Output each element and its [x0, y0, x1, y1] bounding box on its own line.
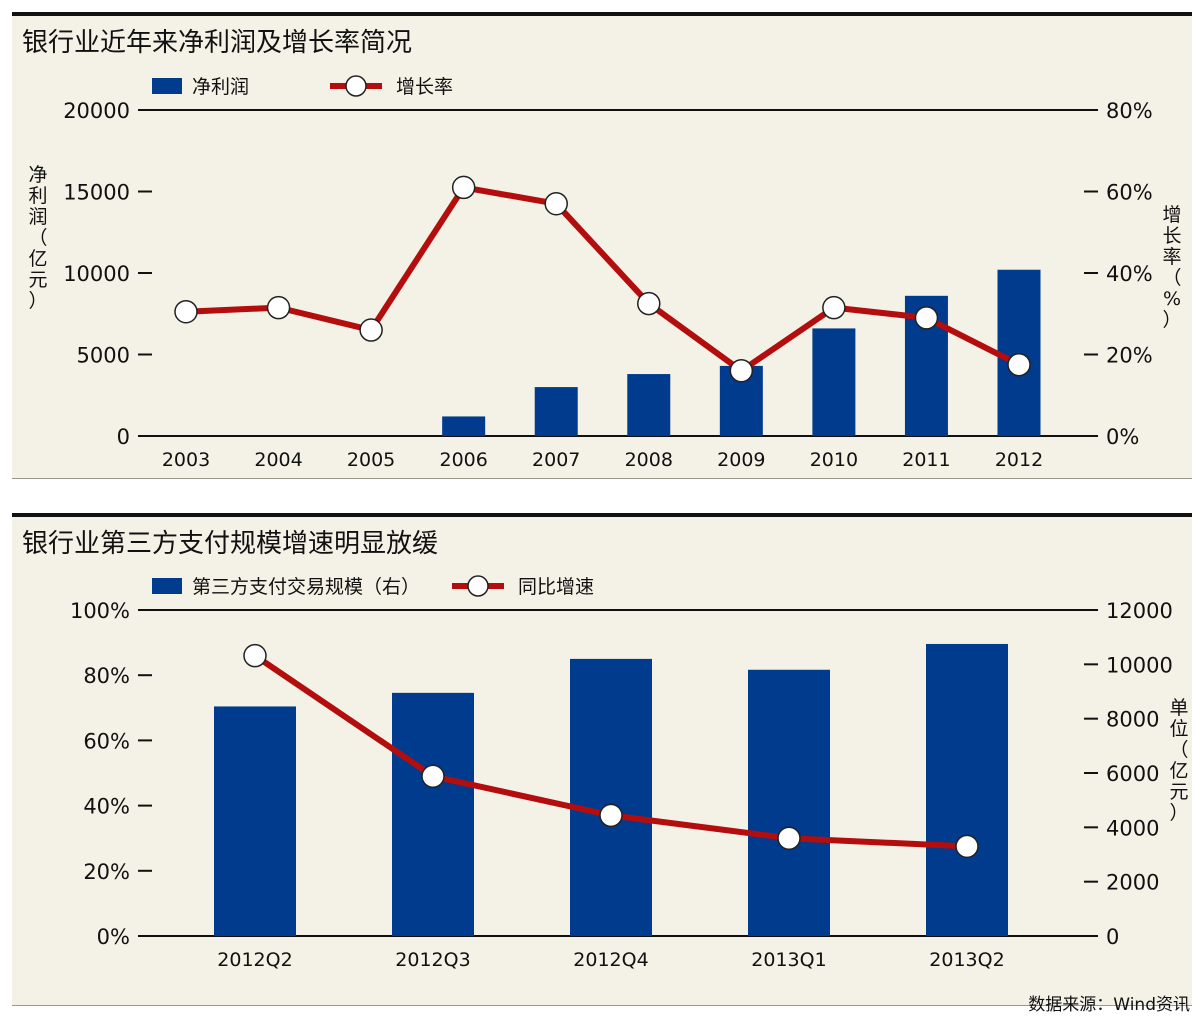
- x-tick-label: 2012Q3: [395, 949, 470, 971]
- bar-2012Q2: [214, 706, 296, 936]
- x-tick-label: 2011: [902, 449, 950, 471]
- right-tick-label: 80%: [1106, 99, 1153, 123]
- left-tick-label: 100%: [70, 599, 130, 623]
- left-tick-label: 20000: [63, 99, 130, 123]
- left-tick-label: 0: [117, 425, 130, 449]
- growth-point-2012: [1007, 352, 1031, 377]
- right-axis-label: 单位（亿元）: [1169, 697, 1188, 824]
- x-tick-label: 2008: [625, 449, 673, 471]
- left-tick-label: 15000: [63, 181, 130, 205]
- right-tick-label: 20%: [1106, 344, 1153, 368]
- chart-panel-third-party-payment: 银行业第三方支付规模增速明显放缓 0% 20% 40% 60% 80% 100% 0 2000…: [12, 513, 1192, 1006]
- legend-bar-swatch: [152, 78, 182, 94]
- left-tick-label: 60%: [83, 729, 130, 753]
- right-tick-label: 8000: [1106, 708, 1159, 732]
- source-note: 数据来源：Wind资讯: [1028, 995, 1190, 1015]
- legend-line-marker: [467, 575, 489, 597]
- x-tick-label: 2009: [717, 449, 765, 471]
- left-tick-label: 0%: [97, 925, 130, 949]
- bar-2012Q4: [570, 658, 652, 936]
- x-tick-label: 2005: [347, 449, 395, 471]
- growth-point-2005: [359, 318, 383, 342]
- right-tick-label: 2000: [1106, 871, 1159, 895]
- growth-point-2011: [914, 306, 939, 330]
- legend-line-label: 同比增速: [518, 576, 594, 598]
- legend-line-label: 增长率: [396, 76, 453, 98]
- x-tick-label: 2013Q2: [929, 949, 1004, 971]
- bar-2013Q2: [926, 643, 1008, 936]
- growth-point-2008: [637, 291, 661, 316]
- chart-panel-net-profit: 银行业近年来净利润及增长率简况 0 5000 10000 15000 20000 0% 20…: [12, 12, 1192, 479]
- left-tick-label: 80%: [83, 664, 130, 688]
- x-tick-label: 2013Q1: [751, 949, 826, 971]
- growth-point-2013Q2: [955, 834, 979, 859]
- right-tick-label: 0: [1106, 925, 1119, 949]
- chart-title: 银行业近年来净利润及增长率简况: [22, 28, 413, 58]
- growth-point-2010: [822, 295, 846, 320]
- x-tick-label: 2006: [439, 449, 487, 471]
- growth-line: [185, 184, 1021, 374]
- right-axis-label: 增长率（%）: [1162, 204, 1181, 331]
- left-tick-label: 40%: [83, 795, 130, 819]
- legend-bar-swatch: [152, 578, 182, 594]
- legend-bar-label: 第三方支付交易规模（右）: [192, 576, 420, 598]
- x-tick-label: 2012: [995, 449, 1043, 471]
- growth-point-2003: [174, 299, 198, 324]
- x-tick-label: 2012Q2: [217, 949, 292, 971]
- chart-title: 银行业第三方支付规模增速明显放缓: [22, 529, 439, 559]
- left-tick-label: 10000: [63, 262, 130, 286]
- x-tick-label: 2004: [254, 449, 302, 471]
- bar-2006: [442, 416, 486, 436]
- bar-2013Q1: [748, 669, 830, 936]
- right-tick-label: 60%: [1106, 181, 1153, 205]
- right-tick-label: 40%: [1106, 262, 1153, 286]
- bar-2007: [534, 387, 578, 436]
- x-tick-label: 2007: [532, 449, 580, 471]
- growth-point-2006: [451, 175, 476, 200]
- chart-net-profit: 0 5000 10000 15000 20000 0% 20% 40% 60% 80% 2003 20…: [28, 75, 1182, 471]
- x-tick-label: 2003: [162, 449, 210, 471]
- bar-2012Q3: [392, 692, 474, 936]
- growth-point-2009: [729, 359, 754, 383]
- left-tick-label: 5000: [77, 344, 130, 368]
- right-tick-label: 12000: [1106, 599, 1173, 623]
- right-tick-label: 10000: [1106, 653, 1173, 677]
- legend-bar-label: 净利润: [192, 76, 249, 98]
- growth-point-2012Q3: [421, 764, 445, 789]
- growth-point-2013Q1: [777, 826, 801, 850]
- right-tick-label: 0%: [1106, 425, 1139, 449]
- left-tick-label: 20%: [83, 860, 130, 884]
- growth-point-2007: [544, 191, 568, 216]
- bar-2008: [627, 374, 671, 436]
- growth-point-2004: [266, 295, 291, 320]
- left-axis-label: 净利润（亿元）: [28, 164, 47, 312]
- chart-third-party-payment: 0% 20% 40% 60% 80% 100% 0 2000 4000 6000 8000 10000…: [70, 575, 1189, 971]
- x-tick-label: 2010: [810, 449, 858, 471]
- right-tick-label: 4000: [1106, 816, 1159, 840]
- bar-2012: [997, 269, 1041, 436]
- growth-point-2012Q4: [599, 803, 623, 828]
- right-tick-label: 6000: [1106, 762, 1159, 786]
- legend-line-marker: [345, 75, 367, 97]
- bar-2010: [812, 328, 856, 436]
- growth-point-2012Q2: [243, 643, 267, 668]
- x-tick-label: 2012Q4: [573, 949, 648, 971]
